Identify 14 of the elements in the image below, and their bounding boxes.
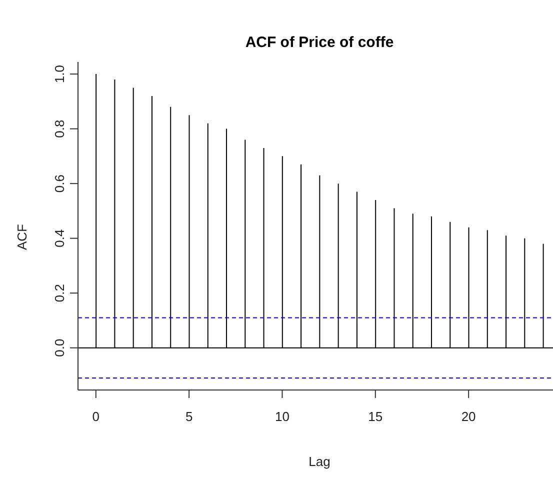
y-tick-label: 0.6 [52,174,67,193]
x-tick-label: 15 [368,409,383,424]
y-tick-label: 0.0 [52,338,67,357]
y-tick-label: 0.2 [52,284,67,302]
x-tick-label: 10 [274,409,290,424]
y-tick-label: 0.4 [52,229,67,248]
y-axis-title: ACF [14,224,30,250]
x-tick-label: 20 [461,409,476,424]
chart-title: ACF of Price of coffe [244,34,395,51]
x-axis-title: Lag [308,454,332,469]
x-tick-label: 0 [92,409,100,424]
x-tick-label: 5 [185,409,193,424]
y-tick-label: 1.0 [52,65,67,84]
y-tick-label: 0.8 [52,120,67,138]
